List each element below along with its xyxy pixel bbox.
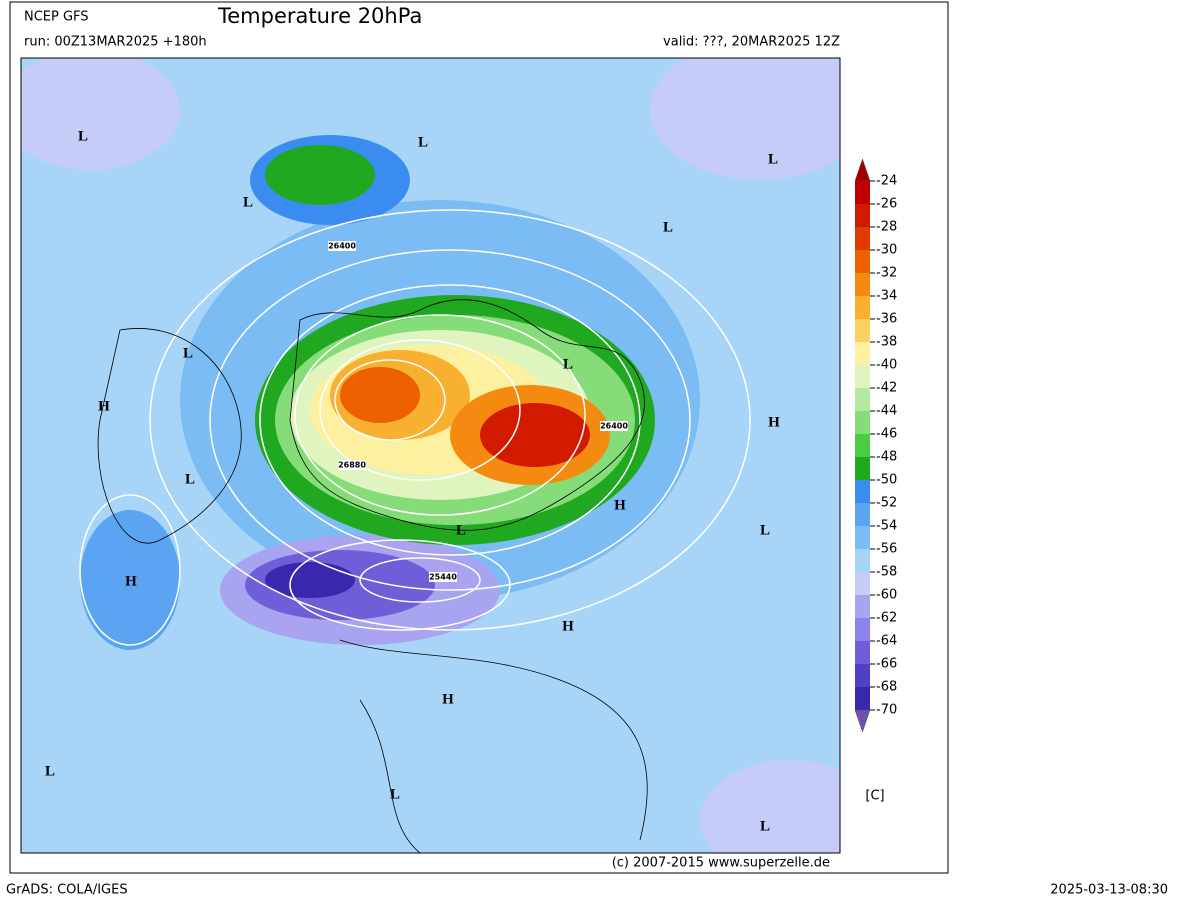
colorbar-box — [855, 434, 870, 457]
pressure-center-label: L — [563, 356, 573, 372]
map — [21, 58, 840, 853]
contour-label: 26400 — [600, 422, 628, 431]
colorbar-label: -32 — [876, 266, 897, 281]
pressure-center-label: L — [768, 151, 778, 167]
colorbar-label: -48 — [876, 450, 897, 465]
colorbar-box — [855, 641, 870, 664]
contour-label: 26880 — [338, 461, 366, 470]
pressure-center-label: L — [243, 194, 253, 210]
colorbar-box — [855, 250, 870, 273]
colorbar-box — [855, 618, 870, 641]
copyright: (c) 2007-2015 www.superzelle.de — [612, 856, 830, 871]
colorbar-box — [855, 181, 870, 204]
field — [340, 367, 420, 423]
model: NCEP GFS — [24, 10, 89, 25]
colorbar-label: -50 — [876, 473, 897, 488]
colorbar-label: -70 — [876, 703, 897, 718]
pressure-center-label: L — [78, 128, 88, 144]
colorbar-label: -64 — [876, 634, 897, 649]
colorbar-label: -34 — [876, 289, 897, 304]
field — [265, 562, 355, 598]
colorbar-box — [855, 365, 870, 388]
colorbar-box — [855, 503, 870, 526]
colorbar-label: -54 — [876, 519, 897, 534]
colorbar-label: -60 — [876, 588, 897, 603]
field — [265, 145, 375, 205]
colorbar-label: -44 — [876, 404, 897, 419]
colorbar-label: -46 — [876, 427, 897, 442]
colorbar-label: -28 — [876, 220, 897, 235]
pressure-center-label: L — [390, 786, 400, 802]
contour-label: 25440 — [429, 573, 457, 582]
colorbar-box — [855, 411, 870, 434]
run: run: 00Z13MAR2025 +180h — [24, 35, 207, 50]
colorbar-box — [855, 549, 870, 572]
pressure-center-label: L — [418, 134, 428, 150]
pressure-center-label: L — [183, 345, 193, 361]
colorbar-box — [855, 273, 870, 296]
field — [21, 58, 180, 170]
contour-label-bg — [328, 241, 356, 251]
colorbar-label: -66 — [876, 657, 897, 672]
colorbar-box — [855, 457, 870, 480]
colorbar-box — [855, 664, 870, 687]
colorbar-box — [855, 687, 870, 710]
map-border — [20, 57, 841, 854]
colorbar-label: -52 — [876, 496, 897, 511]
colorbar-box — [855, 319, 870, 342]
colorbar-label: -36 — [876, 312, 897, 327]
title: Temperature 20hPa — [217, 4, 422, 28]
pressure-center-label: H — [98, 398, 110, 414]
contour-label-bg — [429, 572, 457, 582]
contour-label: 26400 — [328, 242, 356, 251]
colorbar-label: -42 — [876, 381, 897, 396]
pressure-center-label: H — [614, 497, 626, 513]
colorbar-label: -30 — [876, 243, 897, 258]
field — [80, 510, 180, 650]
contour-label-bg — [338, 460, 366, 470]
pressure-center-label: H — [562, 618, 574, 634]
colorbar-label: -38 — [876, 335, 897, 350]
colorbar-box — [855, 595, 870, 618]
contour-label-bg — [600, 421, 628, 431]
pressure-center-label: H — [442, 691, 454, 707]
pressure-center-label: L — [45, 763, 55, 779]
valid: valid: ???, 20MAR2025 12Z — [663, 35, 840, 50]
contours — [79, 209, 751, 646]
colorbar-below — [854, 709, 871, 733]
pressure-center-label: H — [768, 414, 780, 430]
colorbar-label: -26 — [876, 197, 897, 212]
field — [650, 58, 840, 180]
colorbar-box — [855, 227, 870, 250]
unit: [C] — [865, 789, 884, 804]
colorbar-box — [855, 342, 870, 365]
colorbar-box — [855, 388, 870, 411]
colorbar-label: -58 — [876, 565, 897, 580]
colorbar-label: -24 — [876, 174, 897, 189]
footer-right: 2025-03-13-08:30 — [1050, 883, 1168, 898]
colorbar-box — [855, 204, 870, 227]
colorbar-label: -68 — [876, 680, 897, 695]
colorbar-label: -62 — [876, 611, 897, 626]
pressure-center-label: L — [760, 818, 770, 834]
pressure-center-label: L — [185, 471, 195, 487]
colorbar-label: -56 — [876, 542, 897, 557]
colorbar-box — [855, 526, 870, 549]
colorbar-box — [855, 572, 870, 595]
pressure-center-label: L — [760, 522, 770, 538]
footer-left: GrADS: COLA/IGES — [6, 883, 128, 898]
field — [480, 403, 590, 467]
colorbar-label: -40 — [876, 358, 897, 373]
pressure-center-label: L — [456, 522, 466, 538]
colorbar-box — [855, 296, 870, 319]
field — [700, 760, 840, 853]
colorbar-box — [855, 480, 870, 503]
coastlines — [97, 299, 648, 853]
pressure-center-label: L — [663, 219, 673, 235]
pressure-center-label: H — [125, 573, 137, 589]
